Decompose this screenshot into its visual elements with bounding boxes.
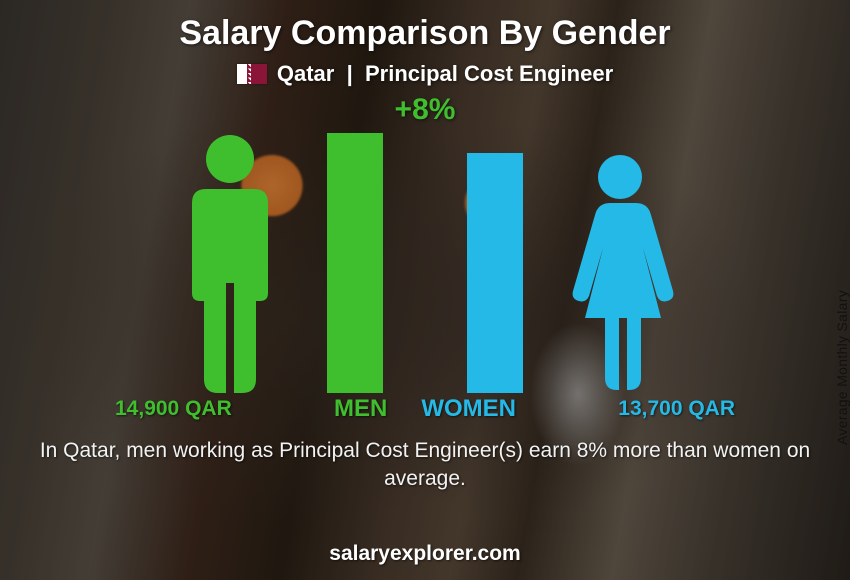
women-label: WOMEN [421, 395, 516, 423]
men-salary: 14,900 QAR [115, 397, 232, 421]
women-bar [467, 153, 523, 393]
delta-label: +8% [395, 93, 456, 127]
page-title: Salary Comparison By Gender [179, 14, 670, 53]
chart-area: +8% 14,900 QAR MEN WOMEN [115, 93, 735, 423]
gender-labels: MEN WOMEN [334, 395, 516, 423]
country-label: Qatar [277, 61, 334, 86]
qatar-flag-icon [237, 64, 267, 84]
footer-attribution: salaryexplorer.com [0, 542, 850, 566]
men-label: MEN [334, 395, 387, 423]
separator: | [347, 61, 353, 86]
woman-pictogram-icon [560, 153, 680, 393]
labels-row: 14,900 QAR MEN WOMEN 13,700 QAR [115, 395, 735, 423]
subtitle-row: Qatar | Principal Cost Engineer [237, 61, 613, 87]
men-bar [327, 133, 383, 393]
caption-text: In Qatar, men working as Principal Cost … [35, 437, 815, 494]
man-pictogram-icon [170, 133, 290, 393]
infographic-content: Salary Comparison By Gender Qatar | Prin… [0, 0, 850, 580]
women-salary: 13,700 QAR [618, 397, 735, 421]
y-axis-label: Average Monthly Salary [834, 290, 850, 445]
role-label: Principal Cost Engineer [365, 61, 613, 86]
subtitle-text: Qatar | Principal Cost Engineer [277, 61, 613, 87]
